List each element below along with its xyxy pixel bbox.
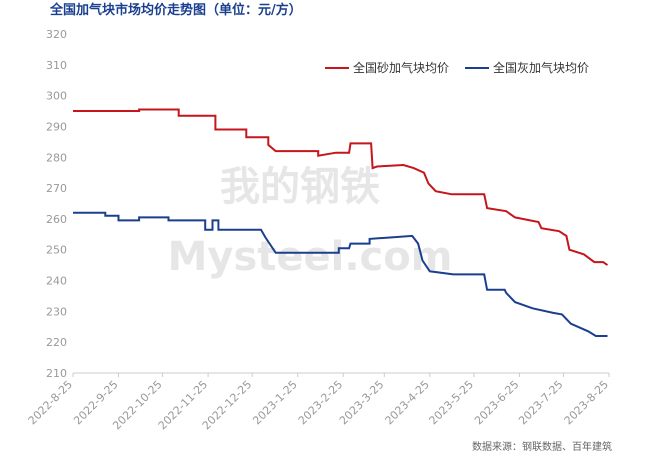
line-series: [73, 211, 608, 337]
x-tick-label: 2023-1-25: [250, 378, 299, 427]
x-tick-label: 2023-3-25: [337, 378, 386, 427]
y-tick-label: 280: [46, 151, 67, 164]
legend-label: 全国灰加气块均价: [493, 60, 589, 75]
x-tick-label: 2023-7-25: [516, 378, 565, 427]
x-tick-label: 2022-8-25: [26, 378, 75, 427]
y-tick-label: 270: [46, 182, 67, 195]
y-tick-label: 300: [46, 90, 67, 103]
y-tick-label: 250: [46, 244, 67, 257]
chart-title: 全国加气块市场均价走势图（单位：元/方）: [49, 2, 302, 18]
legend-label: 全国砂加气块均价: [353, 60, 449, 75]
watermark: 我的钢铁: [220, 164, 380, 210]
x-tick-label: 2023-8-25: [562, 378, 611, 427]
source-note: 数据来源：钢联数据、百年建筑: [472, 440, 612, 453]
watermark: Mysteel.com: [168, 234, 453, 280]
line-series: [73, 108, 609, 266]
y-tick-label: 290: [46, 120, 67, 133]
y-tick-label: 220: [46, 336, 67, 349]
y-tick-label: 310: [46, 59, 67, 72]
y-tick-label: 320: [46, 28, 67, 41]
y-tick-label: 260: [46, 213, 67, 226]
x-tick-label: 2023-4-25: [383, 378, 432, 427]
x-tick-label: 2023-6-25: [472, 378, 521, 427]
x-tick-label: 2023-5-25: [427, 378, 476, 427]
y-tick-label: 210: [46, 367, 67, 380]
y-tick-label: 230: [46, 305, 67, 318]
y-tick-label: 240: [46, 275, 67, 288]
